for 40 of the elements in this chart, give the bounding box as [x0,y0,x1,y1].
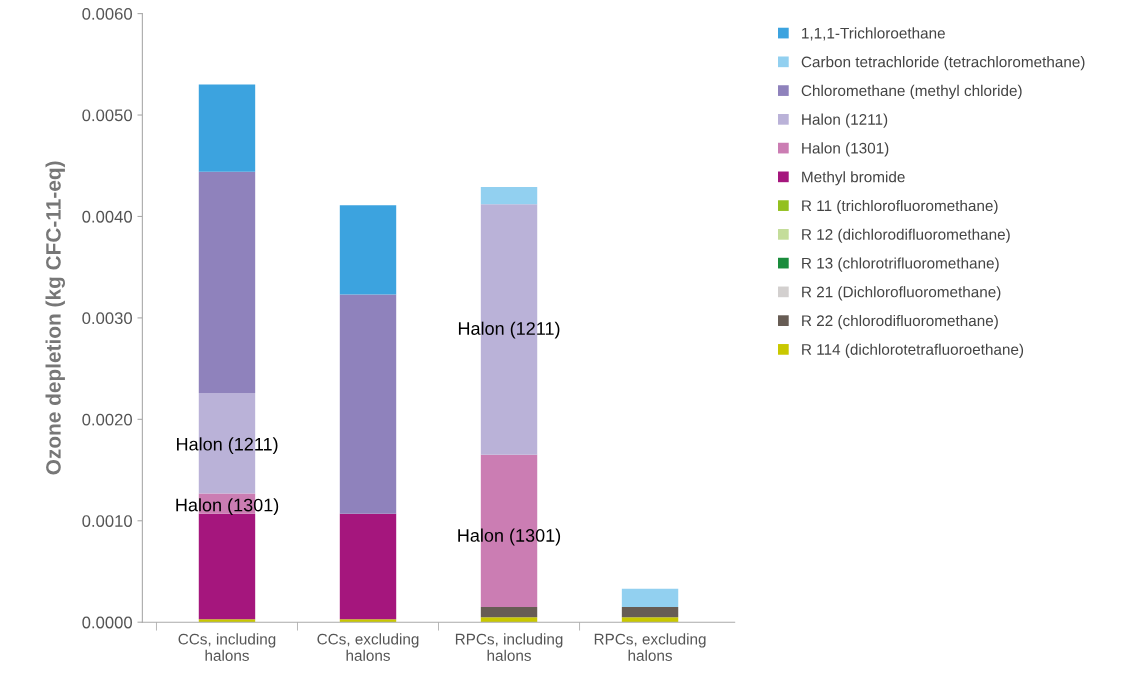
legend-label: Halon (1301) [802,142,889,157]
bar [480,606,538,618]
x-tick-label: RPCs, excluding halons [594,633,706,661]
legend-label: R 22 (chlorodifluoromethane) [802,314,998,330]
annotation: Halon (1211) [458,321,560,339]
bar [339,294,397,514]
bar [198,84,256,172]
legend-label: R 11 (trichlorofluoromethane) [802,199,998,215]
legend-label: Carbon tetrachloride (tetrachloromethane) [801,56,1085,71]
bar [198,171,256,393]
y-tick-label: 0.0040 [82,210,133,223]
x-tick-label: RPCs, including halons [455,633,563,661]
y-tick-label: 0.0030 [82,312,133,325]
bar [339,205,397,295]
x-tick-label: CCs, including halons [178,633,276,661]
bar [198,619,256,623]
x-tick-label: CCs, excluding halons [317,633,419,661]
bar [480,617,538,623]
bar [621,588,679,607]
bar [339,513,397,620]
y-tick-label: 0.0020 [82,413,133,426]
legend-label: R 12 (dichlorodifluoromethane) [802,228,1010,243]
y-tick-label: 0.0060 [82,8,133,20]
bar [621,606,679,618]
y-tick-label: 0.0050 [82,109,133,122]
legend-label: R 13 (chlorotrifluoromethane) [802,257,999,272]
legend-label: R 114 (dichlorotetrafluoroethane) [802,343,1024,358]
legend-label: R 21 (Dichlorofluoromethane) [802,286,1001,301]
bar [621,617,679,623]
y-axis-title: Ozone depletion (kg CFC-11-eq) [45,161,66,475]
legend-label: Methyl bromide [802,171,905,186]
legend-label: Chloromethane (methyl chloride) [801,84,1022,100]
legend-label: Halon (1211) [802,113,888,128]
y-tick-label: 0.0000 [82,616,133,629]
bar [198,513,256,620]
bar [339,619,397,623]
legend-label: 1,1,1-Trichloroethane [802,27,945,41]
annotation: Halon (1211) [177,437,278,455]
y-tick-label: 0.0010 [82,515,133,527]
bar [480,187,538,205]
